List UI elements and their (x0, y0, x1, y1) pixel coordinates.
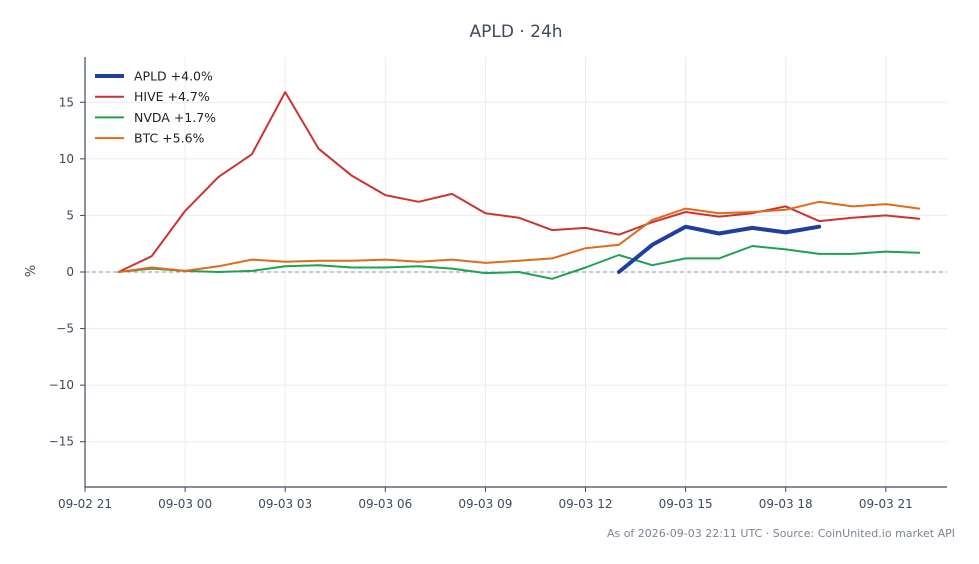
series-line-nvda (117, 245, 921, 280)
y-tick-label: 5 (66, 208, 74, 222)
source-footer: As of 2026-09-03 22:11 UTC · Source: Coi… (607, 527, 955, 540)
x-tick-label: 09-03 18 (759, 497, 813, 511)
x-tick-label: 09-03 03 (258, 497, 312, 511)
series-layer (117, 91, 921, 280)
y-tick-label: −10 (49, 378, 74, 392)
series-line-btc (117, 200, 921, 273)
legend: APLD +4.0% HIVE +4.7% NVDA +1.7% BTC +5.6% (95, 69, 216, 146)
axes: 09-02 21 09-03 00 09-03 03 09-03 06 09-03 09… (49, 57, 947, 511)
x-tick-label: 09-03 12 (559, 497, 613, 511)
series-line-apld (616, 224, 822, 274)
y-axis-label: % (24, 265, 39, 277)
y-tick-label: 10 (59, 152, 74, 166)
legend-label-nvda: NVDA +1.7% (134, 110, 216, 125)
x-tick-label: 09-03 21 (859, 497, 913, 511)
legend-label-apld: APLD +4.0% (134, 69, 213, 84)
legend-label-hive: HIVE +4.7% (134, 89, 210, 104)
y-tick-label: −5 (56, 322, 74, 336)
y-tick-label: 15 (59, 95, 74, 109)
x-tick-label: 09-03 00 (158, 497, 212, 511)
x-tick-label: 09-03 06 (358, 497, 412, 511)
x-tick-label: 09-03 15 (659, 497, 713, 511)
y-tick-label: 0 (66, 265, 74, 279)
series-line-hive (117, 91, 921, 273)
x-tick-label: 09-02 21 (58, 497, 112, 511)
y-tick-label: −15 (49, 435, 74, 449)
chart-title: APLD · 24h (469, 22, 562, 42)
x-tick-label: 09-03 09 (458, 497, 512, 511)
legend-label-btc: BTC +5.6% (134, 131, 205, 146)
